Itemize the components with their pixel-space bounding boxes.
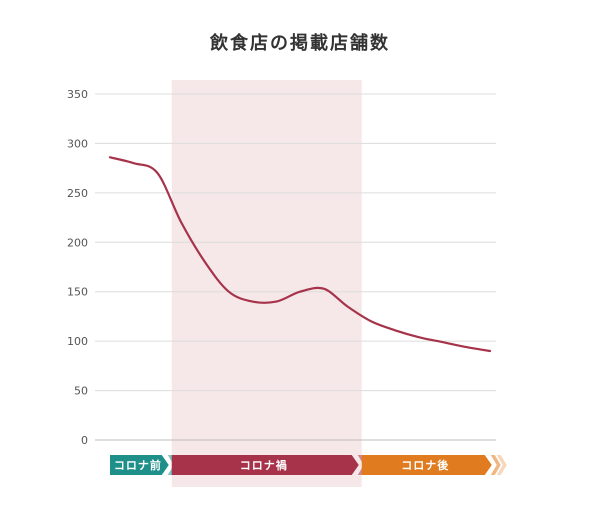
phase-label: コロナ禍 (240, 458, 288, 472)
phase-chevron (496, 455, 507, 475)
y-tick-label: 0 (81, 434, 88, 447)
y-tick-label: 50 (74, 385, 88, 398)
phase-label: コロナ前 (114, 458, 162, 472)
y-tick-label: 100 (67, 335, 88, 348)
series-line (108, 156, 492, 353)
y-tick-label: 150 (67, 286, 88, 299)
y-tick-label: 250 (67, 187, 88, 200)
chart-title: 飲食店の掲載店舗数 (209, 32, 390, 54)
phase-bar (361, 455, 492, 475)
series-layer (108, 156, 492, 353)
phase-bar (110, 455, 169, 475)
phase-bar-layer: コロナ前 コロナ禍 コロナ後 (110, 455, 507, 475)
y-tick-label: 300 (67, 137, 88, 150)
highlight-band (171, 80, 362, 487)
highlight-layer (171, 80, 362, 487)
y-tick-layer: 0 50 100 150 200 250 300 350 (67, 88, 88, 447)
phase-bar (171, 455, 359, 475)
grid-layer (95, 93, 496, 441)
y-tick-label: 200 (67, 236, 88, 249)
phase-label: コロナ後 (401, 458, 449, 472)
y-tick-label: 350 (67, 88, 88, 101)
phase-chevron (490, 455, 501, 475)
